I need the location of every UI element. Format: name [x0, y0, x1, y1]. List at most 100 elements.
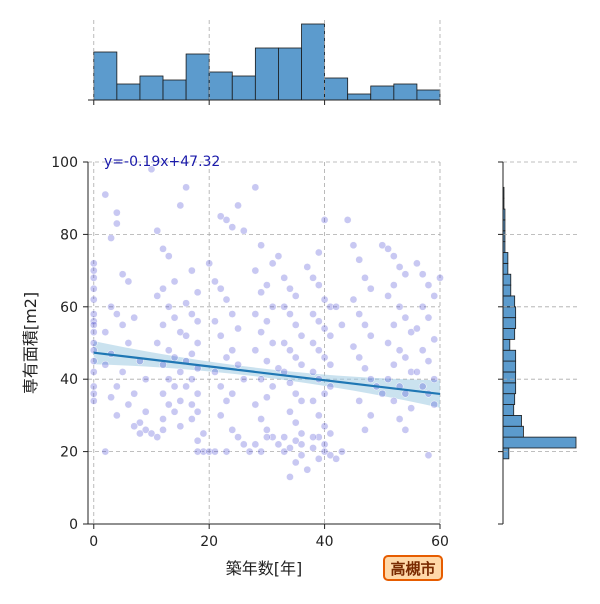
scatter-point	[228, 310, 237, 318]
scatter-point	[401, 270, 410, 279]
regression-line	[93, 351, 441, 396]
scatter-point	[153, 433, 162, 441]
scatter-point	[314, 346, 323, 355]
x-tick-label: 20	[200, 534, 218, 550]
top-hist-bar	[393, 83, 418, 101]
right-hist-bar	[502, 328, 516, 340]
scatter-point	[222, 295, 231, 304]
scatter-point	[164, 375, 173, 384]
scatter-point	[170, 313, 179, 322]
scatter-point	[136, 429, 144, 438]
scatter-point	[107, 302, 115, 311]
scatter-point	[113, 411, 121, 420]
scatter-point	[286, 346, 294, 355]
y-tick-label: 0	[69, 517, 78, 533]
scatter-point	[176, 422, 185, 431]
top-hist-bar	[93, 51, 118, 101]
scatter-point	[130, 313, 139, 322]
scatter-point	[389, 281, 398, 289]
scatter-point	[286, 284, 294, 293]
scatter-point	[268, 259, 277, 268]
right-hist-bar	[502, 360, 517, 373]
scatter-point	[141, 407, 150, 416]
scatter-point	[188, 415, 196, 423]
scatter-point	[395, 415, 404, 423]
scatter-point	[280, 339, 289, 347]
top-hist-bar	[116, 83, 141, 101]
right-hist-bar	[502, 425, 524, 438]
right-histogram	[498, 161, 580, 525]
scatter-point	[222, 216, 231, 224]
scatter-point	[193, 317, 202, 326]
scatter-point	[320, 422, 329, 431]
scatter-point	[205, 447, 214, 456]
scatter-point	[159, 415, 167, 423]
scatter-point	[280, 273, 289, 282]
right-hist-bar	[502, 306, 517, 319]
scatter-point	[395, 263, 404, 271]
scatter-point	[280, 433, 289, 441]
scatter-point	[193, 436, 202, 445]
scatter-point	[107, 234, 115, 242]
scatter-point	[101, 360, 110, 369]
scatter-point	[164, 252, 173, 260]
scatter-point	[216, 411, 225, 420]
scatter-point	[257, 328, 265, 336]
scatter-point	[251, 310, 260, 318]
scatter-point	[89, 328, 98, 336]
scatter-point	[332, 454, 340, 463]
scatter-point	[286, 310, 294, 318]
right-hist-bar	[502, 404, 515, 416]
scatter-point	[222, 447, 231, 456]
scatter-point	[89, 259, 98, 268]
right-hist-bar	[502, 295, 516, 308]
scatter-point	[89, 321, 98, 329]
scatter-point	[193, 447, 202, 456]
scatter-point	[147, 429, 156, 438]
scatter-point	[407, 404, 415, 413]
city-badge: 高槻市	[383, 555, 443, 581]
scatter-point	[216, 331, 225, 340]
scatter-point	[239, 226, 248, 235]
scatter-point	[291, 436, 300, 445]
scatter-point	[234, 324, 242, 333]
scatter-point	[101, 190, 110, 199]
scatter-point	[314, 248, 323, 257]
top-histogram	[88, 20, 441, 105]
scatter-point	[141, 426, 150, 434]
scatter-point	[349, 241, 358, 250]
scatter-point	[418, 302, 427, 311]
scatter-point	[170, 407, 179, 416]
scatter-point	[378, 241, 387, 250]
scatter-point	[188, 375, 196, 384]
scatter-point	[251, 440, 260, 449]
main-grid	[88, 161, 441, 524]
scatter-point	[309, 444, 317, 452]
scatter-point	[384, 245, 392, 253]
right-hist-bar	[502, 317, 517, 329]
scatter-point	[257, 375, 265, 384]
scatter-point	[193, 339, 202, 347]
scatter-point	[170, 277, 179, 286]
scatter-point	[222, 353, 231, 362]
scatter-point	[309, 273, 317, 282]
scatter-point	[89, 266, 98, 275]
scatter-point	[268, 433, 277, 441]
scatter-point	[424, 451, 433, 460]
scatter-point	[89, 284, 98, 293]
scatter-point	[216, 212, 225, 221]
scatter-point	[291, 458, 300, 467]
scatter-point	[124, 277, 133, 286]
scatter-point	[89, 339, 98, 347]
scatter-point	[366, 375, 375, 384]
scatter-point	[338, 447, 346, 456]
scatter-point	[291, 353, 300, 362]
right-hist-bar	[502, 349, 517, 362]
top-hist-bar	[278, 47, 302, 101]
scatter-point	[107, 393, 115, 402]
scatter-point	[274, 364, 283, 373]
scatter-point	[118, 270, 127, 279]
scatter-point	[182, 183, 190, 192]
scatter-point	[159, 321, 167, 329]
